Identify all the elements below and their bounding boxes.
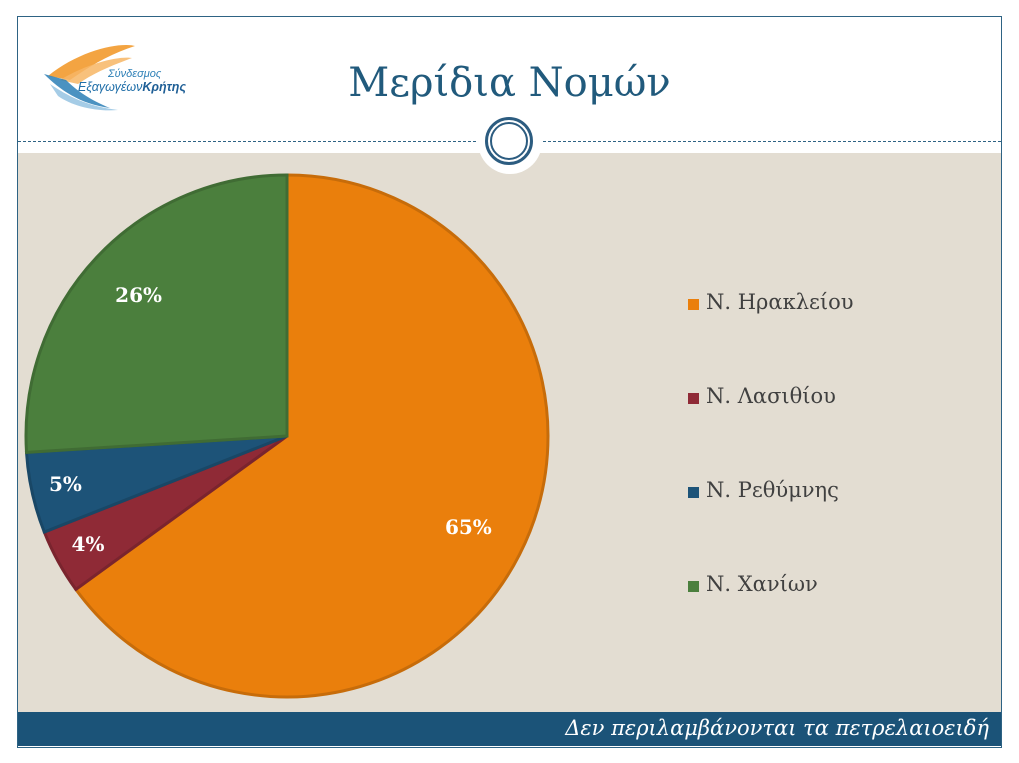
- slide-footer: Δεν περιλαμβάνονται τα πετρελαιοειδή: [18, 712, 1001, 746]
- logo-text-line2: ΕξαγωγέωνΚρήτης: [78, 80, 187, 94]
- pie-label-chanion: 26%: [115, 283, 162, 307]
- pie-slice-irakleiou: [73, 173, 550, 699]
- legend-swatch: [688, 393, 699, 404]
- legend-label: Ν. Ηρακλείου: [706, 290, 854, 314]
- pie-label-lasithiou: 4%: [72, 532, 105, 556]
- logo-text-line1: Σύνδεσμος: [108, 68, 162, 80]
- legend-swatch: [688, 487, 699, 498]
- logo-icon: [44, 45, 135, 111]
- pie-label-irakleiou: 65%: [445, 515, 492, 539]
- pie-slice-chanion: [24, 173, 289, 454]
- legend-swatch: [688, 581, 699, 592]
- footer-note: Δεν περιλαμβάνονται τα πετρελαιοειδή: [565, 716, 989, 740]
- slide-title: Μερίδια Νομών: [348, 60, 671, 106]
- pie-label-rethymnis: 5%: [49, 472, 82, 496]
- legend-swatch: [688, 299, 699, 310]
- legend-label: Ν. Ρεθύμνης: [706, 478, 839, 502]
- medallion-inner-ring: [490, 122, 528, 160]
- legend-label: Ν. Λασιθίου: [706, 384, 836, 408]
- legend-label: Ν. Χανίων: [706, 572, 818, 596]
- pie-chart: 65% 4% 5% 26%: [24, 173, 550, 699]
